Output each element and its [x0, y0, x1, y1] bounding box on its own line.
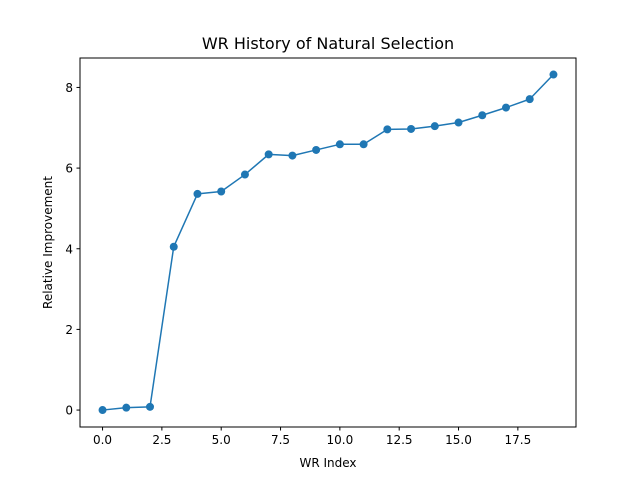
- data-point: [383, 125, 392, 134]
- x-tick-label: 0.0: [93, 433, 112, 447]
- y-tick-label: 0: [65, 404, 73, 418]
- data-point: [525, 95, 534, 104]
- x-tick-label: 7.5: [271, 433, 290, 447]
- data-point: [501, 103, 510, 112]
- y-tick-label: 4: [65, 242, 73, 256]
- plot-frame: [79, 57, 577, 428]
- data-point: [217, 187, 226, 196]
- y-tick-label: 6: [65, 162, 73, 176]
- y-axis-ticks: 0 2 4 6 8: [65, 81, 80, 418]
- data-point: [240, 170, 249, 179]
- y-axis-title: Relative Improvement: [41, 176, 55, 309]
- data-point: [454, 118, 463, 127]
- x-axis-ticks: 0.0 2.5 5.0 7.5 10.0 12.5 15.0 17.5: [93, 427, 531, 447]
- data-point: [430, 122, 439, 131]
- data-point: [478, 111, 487, 120]
- data-point: [264, 150, 273, 159]
- x-tick-label: 12.5: [386, 433, 413, 447]
- data-point: [359, 140, 368, 149]
- x-tick-label: 15.0: [445, 433, 472, 447]
- data-point: [407, 124, 416, 133]
- data-point: [98, 406, 107, 415]
- x-tick-label: 2.5: [152, 433, 171, 447]
- y-tick-label: 2: [65, 323, 73, 337]
- data-point: [335, 140, 344, 149]
- x-tick-label: 5.0: [212, 433, 231, 447]
- data-point: [169, 242, 178, 251]
- series-layer: [98, 70, 558, 415]
- y-tick-label: 8: [65, 81, 73, 95]
- x-tick-label: 17.5: [504, 433, 531, 447]
- data-point: [122, 403, 131, 412]
- x-axis-title: WR Index: [299, 456, 356, 470]
- data-point: [146, 402, 155, 411]
- x-tick-label: 10.0: [327, 433, 354, 447]
- data-point: [288, 151, 297, 160]
- data-point: [312, 145, 321, 154]
- data-point: [193, 189, 202, 198]
- chart-title: WR History of Natural Selection: [202, 34, 454, 53]
- data-point: [549, 70, 558, 79]
- series-line: [102, 74, 554, 411]
